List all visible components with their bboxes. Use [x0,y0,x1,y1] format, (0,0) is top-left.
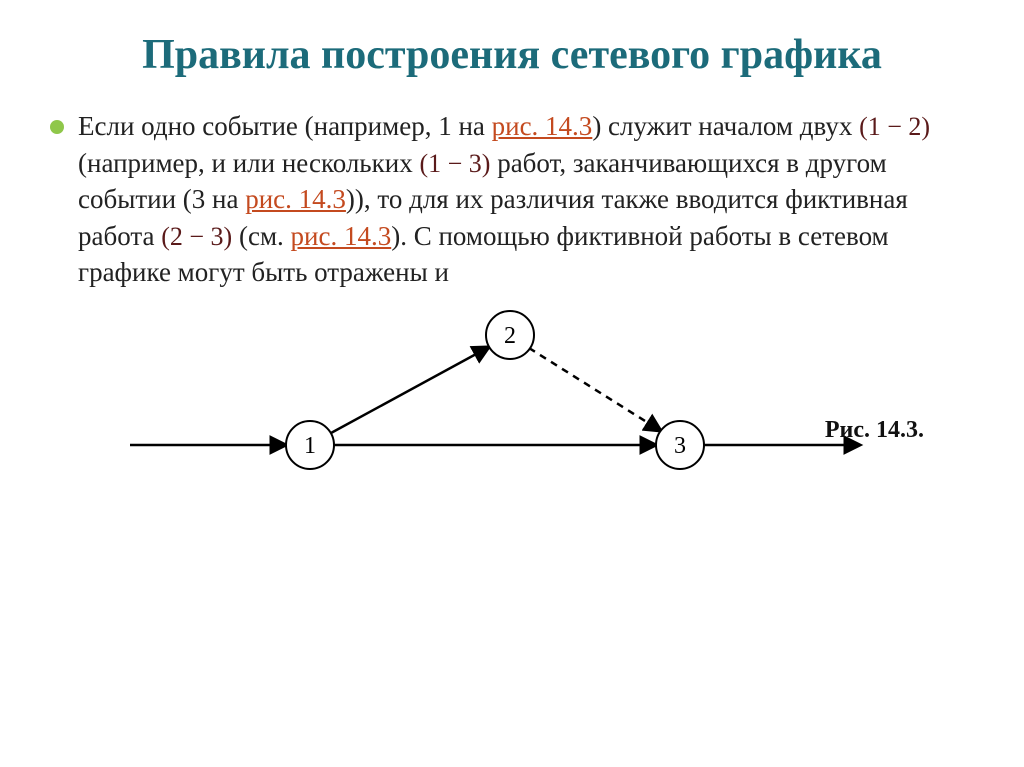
edges [130,347,860,445]
edge [529,348,661,431]
bullet-icon [50,120,64,134]
slide-title: Правила построения сетевого графика [50,30,974,80]
node-label-2: 2 [504,323,516,349]
fig-link-3[interactable]: рис. 14.3 [291,221,392,251]
node-label-3: 3 [674,433,686,459]
bullet-item: Если одно событие (например, 1 на рис. 1… [50,108,974,290]
text-run: Если одно событие (например, 1 на [78,111,492,141]
node-label-1: 1 [304,433,316,459]
formula-1: (1 − 2) [859,112,930,141]
formula-3: (2 − 3) [161,222,232,251]
text-run: ) служит началом двух [592,111,859,141]
body-paragraph: Если одно событие (например, 1 на рис. 1… [78,108,974,290]
formula-2: (1 − 3) [419,149,490,178]
edge [331,347,489,433]
fig-link-1[interactable]: рис. 14.3 [492,111,593,141]
diagram-container: 1 2 3 Рис. 14.3. [50,295,974,525]
fig-link-2[interactable]: рис. 14.3 [245,184,346,214]
text-run: (например, и или нескольких [78,148,419,178]
text-run: (см. [232,221,290,251]
network-diagram: 1 2 3 [110,285,890,505]
figure-caption: Рис. 14.3. [825,417,924,444]
